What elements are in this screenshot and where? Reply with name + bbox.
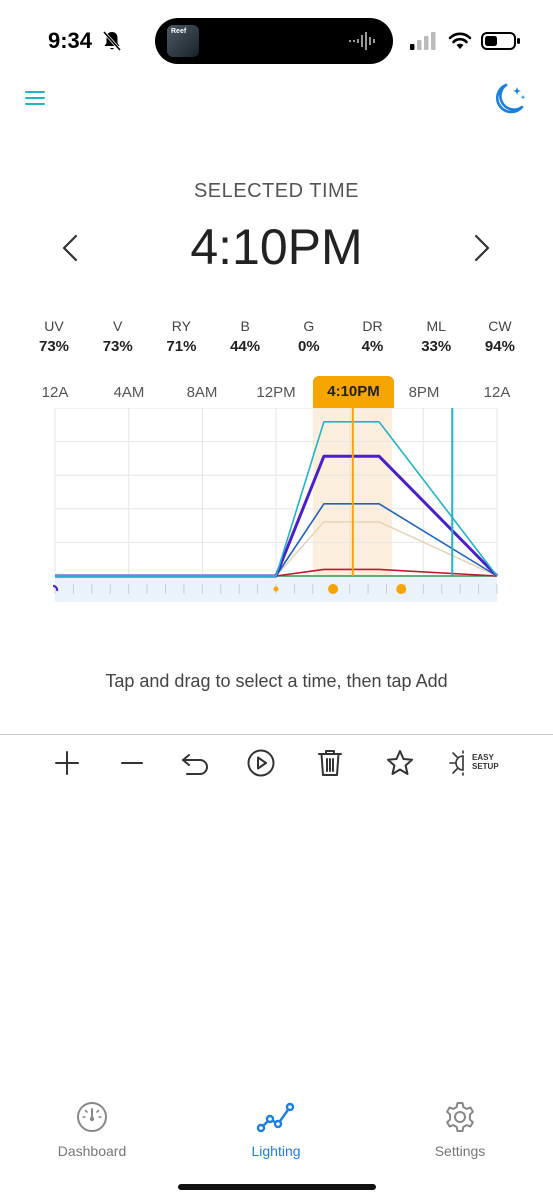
channel-value: 4% (361, 338, 384, 355)
previous-time-chevron-icon[interactable] (56, 230, 84, 266)
tick-label: 12A (483, 384, 511, 401)
nav-label: Lighting (251, 1143, 301, 1159)
channel-v: V 73% (88, 318, 148, 355)
easy-setup-label[interactable]: EASY SETUP (472, 753, 499, 771)
menu-icon[interactable] (24, 88, 46, 108)
play-circle-icon (247, 749, 275, 777)
channel-levels: UV 73% V 73% RY 71% B 44% G 0% DR 4% ML … (24, 318, 530, 355)
dynamic-island[interactable]: Reef (155, 18, 393, 64)
channel-ml: ML 33% (406, 318, 466, 355)
add-button[interactable] (48, 744, 86, 782)
divider (0, 734, 553, 735)
battery-icon (481, 32, 520, 50)
tick-label: 8PM (408, 384, 440, 401)
next-time-chevron-icon[interactable] (468, 230, 496, 266)
star-icon (387, 750, 413, 775)
channel-name: ML (426, 318, 446, 334)
nav-lighting[interactable]: Lighting (216, 1100, 336, 1159)
selected-time-value: 4:10PM (190, 219, 363, 275)
now-playing-artwork: Reef (167, 25, 199, 57)
tick-label: 4AM (113, 384, 145, 401)
audio-wave-icon (349, 32, 375, 50)
channel-value: 33% (421, 338, 452, 355)
lighting-chart-icon (256, 1102, 295, 1133)
favorite-button[interactable] (381, 744, 419, 782)
settings-gear-icon (446, 1102, 474, 1132)
easy-setup-light-icon (449, 750, 464, 776)
bell-muted-icon (102, 31, 122, 51)
channel-dr: DR 4% (343, 318, 403, 355)
night-mode-moon-icon[interactable] (490, 81, 528, 117)
undo-button[interactable] (176, 744, 214, 782)
undo-icon (182, 754, 208, 775)
channel-value: 73% (102, 338, 133, 355)
channel-ry: RY 71% (151, 318, 211, 355)
nav-label: Settings (434, 1143, 486, 1159)
channel-value: 44% (230, 338, 261, 355)
channel-g: G 0% (279, 318, 339, 355)
channel-name: RY (171, 318, 191, 334)
channel-b: B 44% (215, 318, 275, 355)
wifi-icon (448, 32, 472, 49)
channel-value: 0% (297, 338, 320, 355)
easy-setup-button[interactable] (448, 744, 472, 782)
status-bar: 9:34 Reef (0, 0, 553, 80)
channel-name: CW (488, 318, 512, 334)
channel-uv: UV 73% (24, 318, 84, 355)
keyframe-dot (328, 584, 339, 594)
nav-dashboard[interactable]: Dashboard (32, 1100, 152, 1159)
remove-button[interactable] (113, 744, 151, 782)
plus-icon (55, 751, 79, 775)
keyframe-dot (273, 586, 279, 592)
channel-name: B (240, 318, 250, 334)
instruction-hint: Tap and drag to select a time, then tap … (105, 671, 448, 691)
minus-icon (121, 762, 143, 764)
keyframe-dot (396, 584, 407, 594)
cellular-signal-icon (410, 32, 436, 50)
channel-name: DR (362, 318, 383, 334)
delete-button[interactable] (311, 744, 349, 782)
status-time: 9:34 (48, 28, 93, 53)
selected-time-label: SELECTED TIME (193, 180, 360, 202)
channel-name: UV (44, 318, 64, 334)
home-indicator (178, 1184, 376, 1190)
lighting-schedule-chart[interactable] (0, 408, 553, 608)
trash-icon (318, 750, 342, 776)
tick-label: 8AM (186, 384, 218, 401)
nav-settings[interactable]: Settings (400, 1100, 520, 1159)
tick-label: 12PM (256, 384, 296, 401)
time-axis: 12A 4AM 8AM 12PM 4:10PM 8PM 12A (0, 376, 553, 408)
dashboard-gauge-icon (77, 1102, 107, 1132)
play-preview-button[interactable] (242, 744, 280, 782)
channel-value: 71% (166, 338, 197, 355)
start-marker (52, 585, 59, 592)
tick-label: 12A (41, 384, 69, 401)
channel-value: 73% (38, 338, 70, 355)
channel-cw: CW 94% (470, 318, 530, 355)
channel-value: 94% (484, 338, 515, 355)
nav-label: Dashboard (57, 1143, 127, 1159)
channel-name: G (303, 318, 315, 334)
channel-name: V (113, 318, 123, 334)
selected-time-badge[interactable]: 4:10PM (313, 376, 394, 408)
